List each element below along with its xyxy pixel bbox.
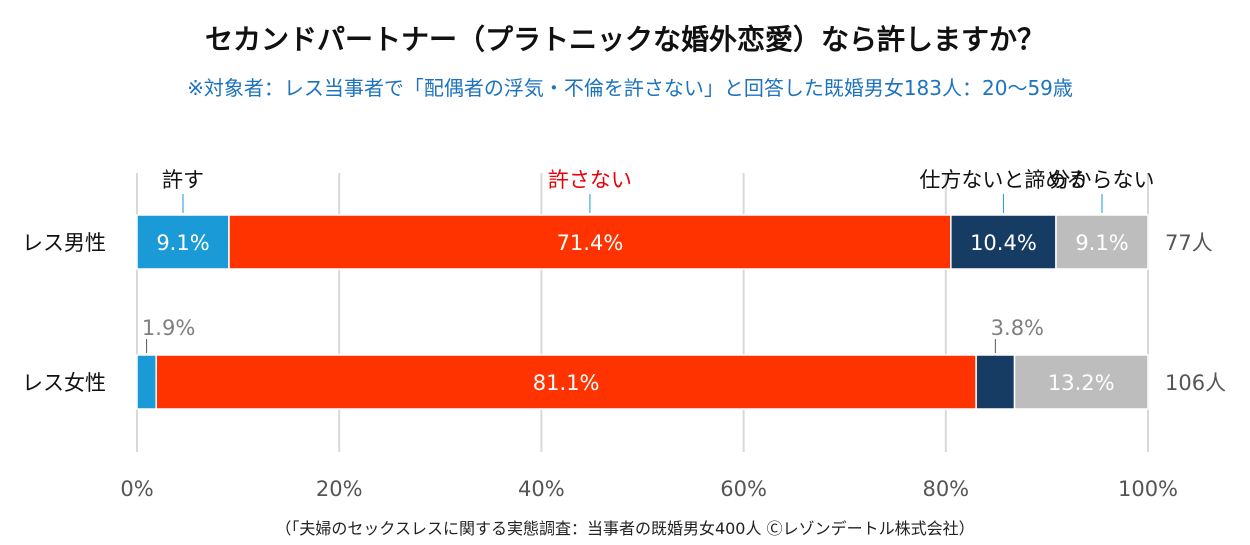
bar-segment [1055, 214, 1149, 270]
data-label: 1.9% [142, 316, 195, 340]
x-tick-label: 40% [518, 477, 565, 501]
bar-segment [136, 354, 157, 410]
data-label: 3.8% [991, 316, 1044, 340]
series-label: 許す [162, 168, 204, 192]
series-label: 分からない [1049, 168, 1154, 192]
chart-title: セカンドパートナー（プラトニックな婚外恋愛）なら許しますか？ [204, 23, 1045, 56]
data-label: 71.4% [557, 231, 624, 255]
data-label: 9.1% [1075, 231, 1128, 255]
bar-total-label: 77人 [1165, 231, 1213, 255]
bar-segment [228, 214, 952, 270]
bar-segment [136, 214, 230, 270]
bar-segment [950, 214, 1057, 270]
x-tick-label: 0% [120, 477, 153, 501]
series-label: 許さない [548, 168, 632, 192]
bar-segment [155, 354, 977, 410]
category-label: レス男性 [22, 231, 106, 255]
category-label: レス女性 [22, 371, 106, 395]
x-tick-label: 100% [1118, 477, 1178, 501]
source-note: （「夫婦のセックスレスに関する実態調査：当事者の既婚男女400人 Ⓒレゾンデート… [275, 519, 975, 538]
data-label: 13.2% [1048, 371, 1115, 395]
series-label: 仕方ないと諦める [919, 168, 1087, 192]
bar-segment [1013, 354, 1149, 410]
data-label: 10.4% [970, 231, 1037, 255]
data-label: 81.1% [533, 371, 600, 395]
x-tick-label: 60% [720, 477, 767, 501]
chart-subtitle: ※対象者：レス当事者で「配偶者の浮気・不倫を許さない」と回答した既婚男女183人… [187, 76, 1073, 100]
x-tick-label: 20% [316, 477, 363, 501]
bar-total-label: 106人 [1165, 371, 1226, 395]
x-tick-label: 80% [922, 477, 969, 501]
data-label: 9.1% [156, 231, 209, 255]
bar-segment [975, 354, 1016, 410]
